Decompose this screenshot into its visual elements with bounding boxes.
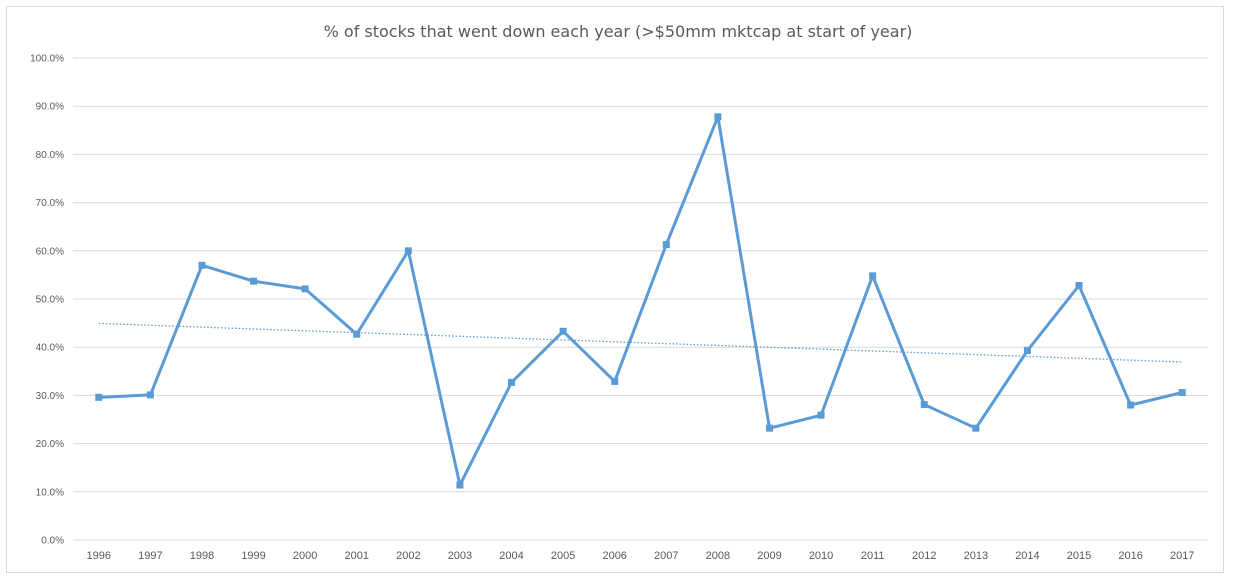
series-line xyxy=(97,115,1184,487)
data-point xyxy=(662,241,670,249)
y-tick-label: 40.0% xyxy=(36,343,64,354)
chart-title: % of stocks that went down each year (>$… xyxy=(324,22,913,41)
x-tick-label: 2003 xyxy=(448,550,472,562)
data-point xyxy=(250,277,258,285)
data-point xyxy=(198,261,206,269)
data-point xyxy=(817,411,825,419)
x-tick-label: 2006 xyxy=(602,550,626,562)
data-point xyxy=(765,424,773,432)
data-point xyxy=(301,285,309,293)
x-tick-label: 2013 xyxy=(964,550,988,562)
y-tick-label: 20.0% xyxy=(36,439,64,450)
data-point xyxy=(146,391,154,399)
x-tick-label: 1996 xyxy=(87,550,111,562)
x-tick-label: 2000 xyxy=(293,550,317,562)
x-tick-label: 2016 xyxy=(1118,550,1142,562)
y-tick-label: 60.0% xyxy=(36,246,64,257)
data-point xyxy=(95,393,103,401)
x-tick-label: 2001 xyxy=(345,550,369,562)
x-tick-label: 2010 xyxy=(809,550,833,562)
y-tick-label: 70.0% xyxy=(36,198,64,209)
series-markers xyxy=(95,113,1186,489)
y-axis-ticks: 0.0% 10.0% 20.0% 30.0% 40.0% 50.0% 60.0% 70.0% 8… xyxy=(30,54,64,547)
x-tick-label: 2008 xyxy=(706,550,730,562)
data-point xyxy=(404,247,412,255)
data-point xyxy=(456,481,464,489)
x-tick-label: 2004 xyxy=(499,550,523,562)
x-tick-label: 2011 xyxy=(861,550,885,562)
y-tick-label: 10.0% xyxy=(36,487,64,498)
trendline xyxy=(98,322,1183,363)
series-polyline xyxy=(97,115,1184,487)
data-point xyxy=(972,424,980,432)
y-tick-label: 90.0% xyxy=(36,102,64,113)
x-tick-label: 2017 xyxy=(1170,550,1194,562)
y-tick-label: 30.0% xyxy=(36,391,64,402)
x-tick-label: 1998 xyxy=(190,550,214,562)
x-tick-label: 2007 xyxy=(654,550,678,562)
x-axis-ticks: 1996 1997 1998 1999 2000 2001 2002 2003 2004 2005… xyxy=(87,550,1195,562)
y-tick-label: 80.0% xyxy=(36,150,64,161)
data-point xyxy=(353,330,361,338)
x-tick-label: 2005 xyxy=(551,550,575,562)
data-point xyxy=(1075,282,1083,290)
y-tick-label: 100.0% xyxy=(30,54,64,65)
x-tick-label: 2012 xyxy=(912,550,936,562)
y-tick-label: 50.0% xyxy=(36,295,64,306)
data-point xyxy=(1127,401,1135,409)
data-point xyxy=(611,377,619,385)
x-tick-label: 1999 xyxy=(241,550,265,562)
x-tick-label: 2015 xyxy=(1067,550,1091,562)
x-tick-label: 1997 xyxy=(138,550,162,562)
data-point xyxy=(869,272,877,280)
data-point xyxy=(508,378,516,386)
x-tick-label: 2009 xyxy=(757,550,781,562)
data-point xyxy=(1023,347,1031,355)
y-tick-label: 0.0% xyxy=(41,536,64,547)
x-tick-label: 2002 xyxy=(396,550,420,562)
data-point xyxy=(559,327,567,335)
chart-frame xyxy=(6,6,1224,573)
x-tick-label: 2014 xyxy=(1015,550,1039,562)
gridlines xyxy=(73,57,1208,541)
data-point xyxy=(1178,389,1186,397)
trendline-line xyxy=(98,322,1183,363)
data-point xyxy=(920,401,928,409)
data-point xyxy=(714,113,722,121)
